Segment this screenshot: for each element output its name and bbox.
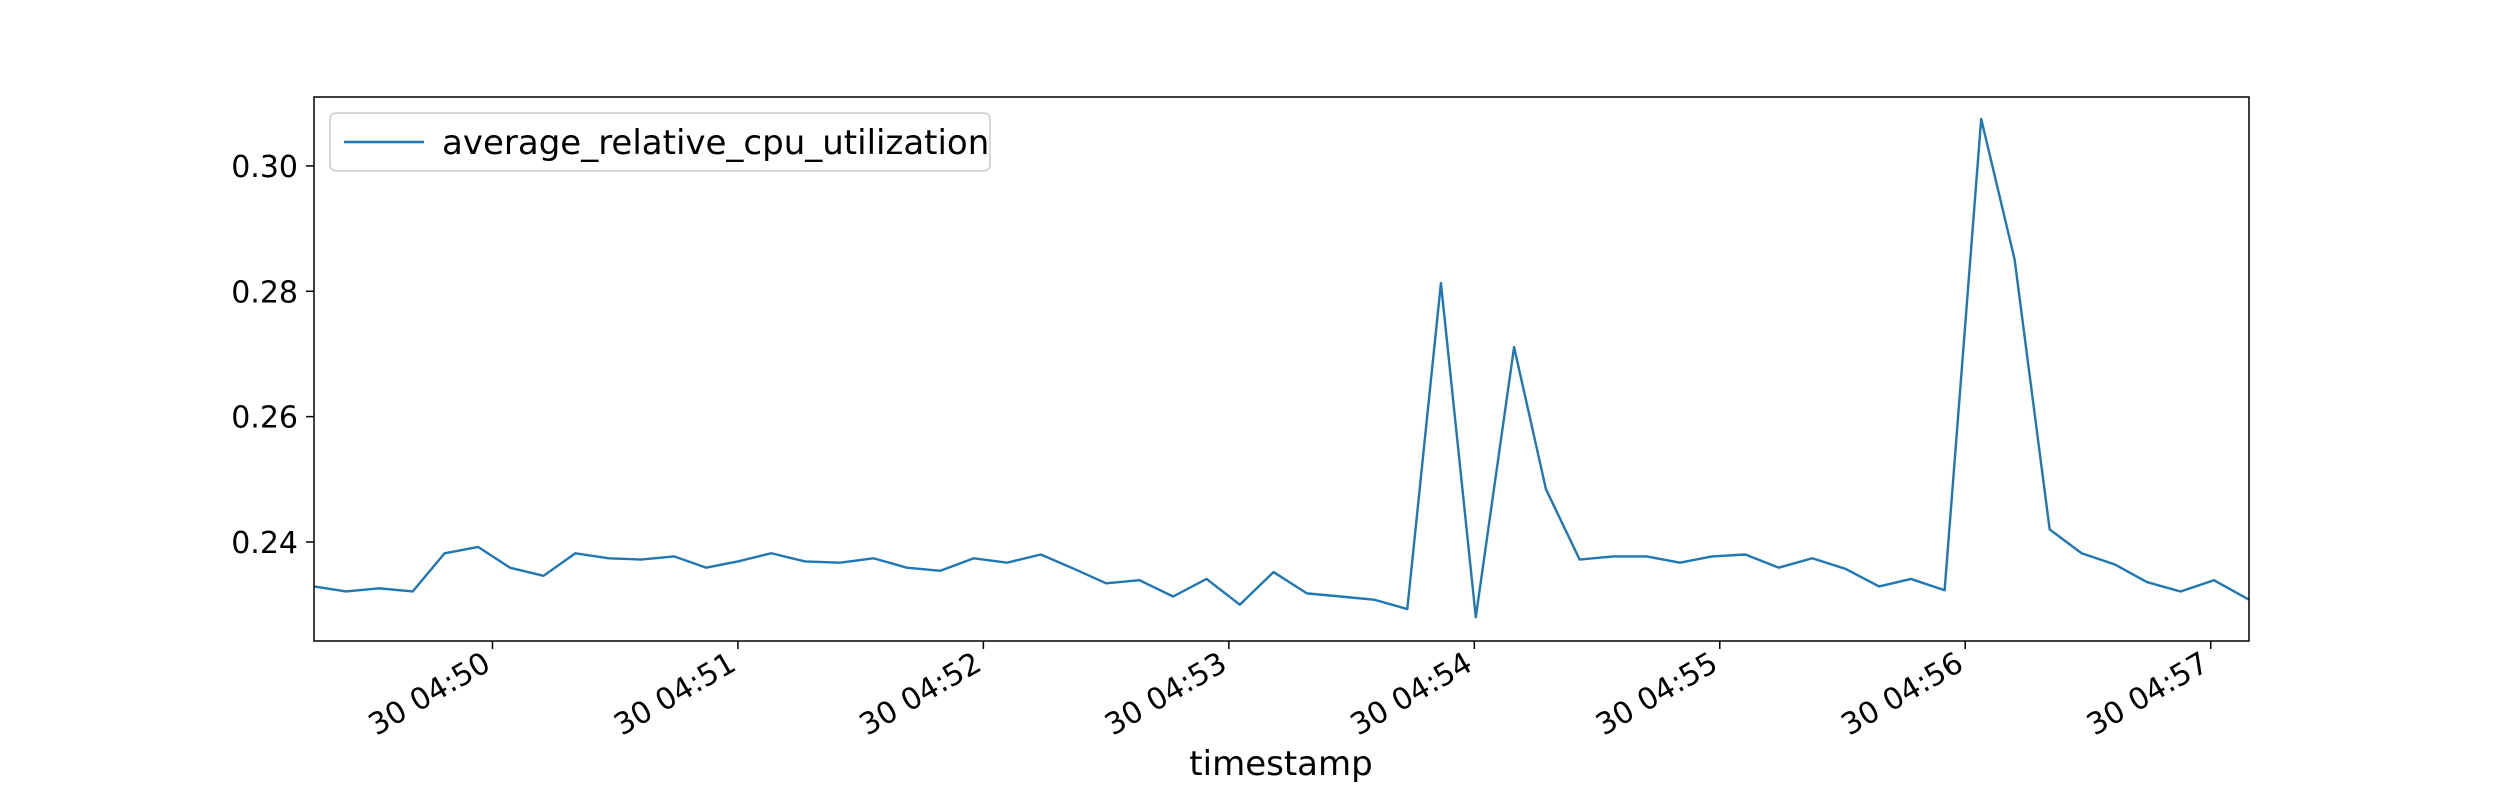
x-tick-label: 30 04:53 — [1099, 646, 1233, 743]
x-tick-label: 30 04:55 — [1590, 646, 1724, 743]
x-tick-label: 30 04:50 — [363, 646, 497, 743]
x-tick-label: 30 04:51 — [608, 646, 742, 743]
x-tick-label: 30 04:57 — [2081, 646, 2215, 743]
x-tick-label: 30 04:56 — [1836, 646, 1970, 743]
x-tick-label: 30 04:52 — [854, 646, 988, 743]
y-tick-label: 0.30 — [231, 150, 298, 185]
x-axis-label: timestamp — [1189, 744, 1372, 784]
line-series — [313, 117, 2250, 619]
y-tick-label: 0.28 — [231, 275, 298, 310]
legend-label: average_relative_cpu_utilization — [442, 123, 989, 163]
plot-frame — [313, 96, 2250, 642]
legend-box — [329, 112, 991, 172]
y-tick-label: 0.24 — [231, 526, 298, 561]
y-tick-label: 0.26 — [231, 401, 298, 436]
x-tick-label: 30 04:54 — [1345, 646, 1479, 743]
